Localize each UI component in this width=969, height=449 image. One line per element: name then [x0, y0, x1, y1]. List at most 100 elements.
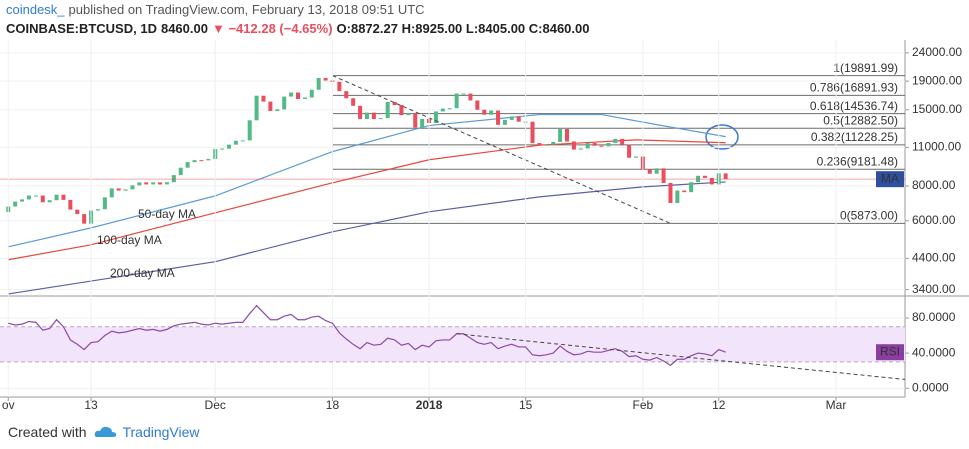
candle — [406, 113, 411, 116]
candle — [537, 143, 542, 146]
candle — [675, 190, 680, 203]
candle — [447, 108, 452, 110]
rsi-line — [8, 304, 726, 367]
rsi-band — [0, 326, 905, 362]
candle — [337, 81, 342, 92]
x-tick-label: Feb — [633, 398, 654, 412]
created-with: Created with — [8, 424, 87, 440]
candle — [137, 182, 142, 186]
candle — [482, 109, 487, 115]
fib-label: 0.618(14536.74) — [810, 99, 898, 113]
candle — [399, 105, 404, 116]
highlight-circle — [705, 124, 739, 150]
candle — [585, 143, 590, 149]
candle — [571, 141, 576, 150]
y-tick-label: 19000.00 — [912, 73, 962, 87]
candle — [633, 156, 638, 158]
candle — [109, 188, 114, 198]
header-line: coindesk_ published on TradingView.com, F… — [6, 2, 429, 17]
candle — [578, 148, 583, 150]
candle — [33, 195, 38, 197]
candle — [627, 144, 632, 158]
candle — [489, 110, 494, 115]
candle — [282, 96, 287, 110]
y-tick-label: 11000.00 — [912, 140, 961, 154]
logo — [95, 426, 117, 437]
candle — [378, 118, 383, 120]
symbol: COINBASE:BTCUSD, 1D — [6, 21, 157, 36]
candle — [68, 199, 73, 210]
chart: 24000.00 19000.00 15000.00 11000.00 8000.00 6… — [0, 40, 969, 420]
y-tick-label: 6000.00 — [912, 213, 956, 227]
candle — [261, 95, 266, 102]
candle — [54, 194, 59, 201]
x-tick-label: 12 — [712, 398, 726, 412]
background — [0, 40, 969, 420]
brand[interactable]: TradingView — [122, 424, 200, 440]
candle — [227, 144, 232, 149]
candle — [420, 119, 425, 128]
candle — [454, 93, 459, 109]
candle — [392, 101, 397, 106]
candle — [295, 92, 300, 99]
y-tick-label: 3400.00 — [912, 282, 956, 296]
candle — [13, 201, 18, 207]
candle — [475, 100, 480, 110]
candle — [502, 119, 507, 125]
ma-label: 100-day MA — [97, 233, 162, 247]
ma-label: 200-day MA — [110, 266, 175, 280]
candle — [551, 141, 556, 145]
y-tick-label: 4400.00 — [912, 251, 956, 265]
candle — [309, 89, 314, 98]
candle — [40, 195, 45, 203]
candle — [268, 101, 273, 112]
candle — [661, 168, 666, 183]
candle — [75, 209, 80, 215]
ohlc: O:8872.27 H:8925.00 L:8405.00 C:8460.00 — [336, 21, 590, 36]
candle — [164, 182, 169, 185]
x-tick-label: 2018 — [416, 398, 443, 412]
candle — [275, 109, 280, 112]
candle — [82, 214, 87, 224]
candle — [461, 93, 466, 95]
candle — [116, 188, 121, 191]
candle — [199, 160, 204, 162]
candle — [620, 138, 625, 145]
candle — [413, 113, 418, 128]
candle — [358, 105, 363, 120]
fib-label: 0.382(11228.25) — [811, 130, 898, 144]
fib-label: 1(19891.99) — [833, 61, 898, 75]
candle — [558, 129, 563, 142]
candle — [592, 143, 597, 146]
last-price: 8460.00 — [160, 21, 208, 36]
candle — [344, 91, 349, 99]
x-tick-label: 18 — [326, 398, 340, 412]
candle — [371, 112, 376, 120]
candle — [647, 169, 652, 174]
candle — [516, 116, 521, 122]
candle — [682, 190, 687, 193]
candle — [247, 120, 252, 141]
candle — [47, 200, 52, 203]
y-tick-label: 40.0000 — [912, 345, 956, 359]
y-tick-label: 0.0000 — [912, 380, 949, 394]
candle — [599, 145, 604, 147]
symbol-line: COINBASE:BTCUSD, 1D 8460.00 ▼ −412.28 (−4.… — [6, 21, 593, 36]
badge — [876, 171, 904, 188]
published: published on TradingView.com, February 1… — [68, 2, 425, 17]
fib-label: 0.5(12882.50) — [823, 113, 898, 127]
x-tick-label: 13 — [84, 398, 98, 412]
candle — [302, 97, 307, 99]
publisher[interactable]: coindesk_ — [6, 2, 65, 17]
candle — [351, 98, 356, 106]
y-tick-label: 15000.00 — [912, 102, 962, 116]
candle — [233, 140, 238, 145]
candle — [565, 129, 570, 142]
y-tick-label: 8000.00 — [912, 178, 956, 192]
x-tick-label: 15 — [519, 398, 533, 412]
fib-label: 0(5873.00) — [840, 209, 898, 223]
candle — [433, 111, 438, 124]
candle — [654, 168, 659, 174]
candle — [544, 144, 549, 146]
candle — [144, 182, 149, 185]
